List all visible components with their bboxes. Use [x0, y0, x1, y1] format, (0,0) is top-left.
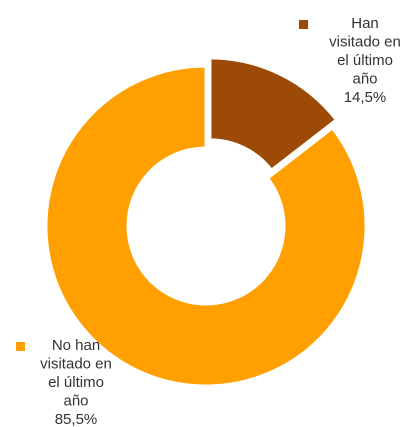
legend-marker-not-visited [16, 342, 25, 351]
slice-value-label-not-visited: 85,5% [55, 411, 98, 427]
slice-name-line-visited: Han [351, 15, 379, 32]
slice-name-line-not-visited: visitado en [40, 356, 112, 373]
slice-name-line-visited: visitado en [329, 34, 401, 51]
slice-name-line-not-visited: el último [48, 374, 104, 391]
slice-name-line-not-visited: año [63, 393, 88, 410]
slice-value-label-visited: 14,5% [344, 89, 387, 106]
slice-name-line-not-visited: No han [52, 337, 100, 354]
slice-name-line-visited: el último [337, 52, 393, 69]
donut-slice-not-visited [44, 64, 368, 388]
donut-slice-visited [208, 56, 339, 173]
legend-marker-visited [299, 20, 308, 29]
slice-name-line-visited: año [352, 71, 377, 88]
